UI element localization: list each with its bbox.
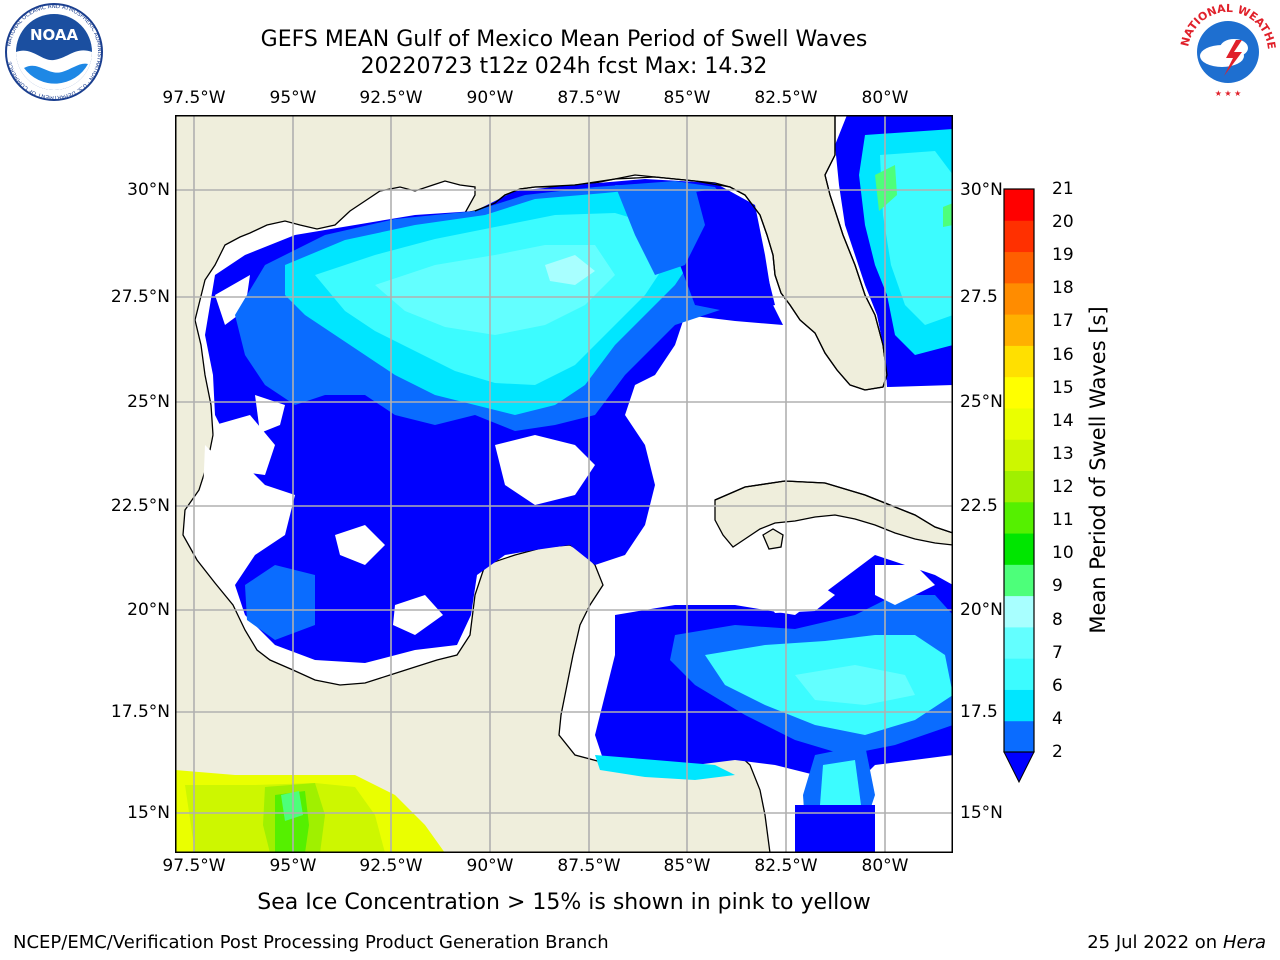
lat-label-left: 15°N	[127, 803, 170, 823]
swell-field	[175, 115, 953, 853]
colorbar-tick-label: 12	[1052, 477, 1074, 498]
lat-label-right: 17.5	[960, 702, 998, 722]
svg-text:★ ★ ★: ★ ★ ★	[1215, 89, 1242, 98]
noaa-logo: NATIONAL OCEANIC AND ATMOSPHERIC ADMINIS…	[2, 2, 106, 106]
lon-label-bottom: 85°W	[663, 856, 711, 876]
grid	[175, 115, 953, 853]
lat-label-left: 25°N	[127, 392, 170, 412]
colorbar-tick-label: 21	[1052, 179, 1074, 199]
nws-logo: NATIONAL WEATHER SERVICE ★ ★ ★	[1172, 0, 1280, 104]
lon-label-bottom: 92.5°W	[359, 856, 423, 876]
colorbar-tick-label: 11	[1052, 510, 1074, 531]
colorbar-tick-label: 15	[1052, 377, 1074, 398]
colorbar-tick-label: 19	[1052, 245, 1074, 266]
land-isla-juventud	[762, 528, 784, 550]
lon-label-top: 97.5°W	[162, 88, 226, 108]
colorbar-swatch	[1004, 533, 1034, 565]
colorbar-extend-triangle	[1003, 751, 1035, 784]
lon-label-top: 95°W	[269, 88, 317, 108]
lat-label-left: 20°N	[127, 600, 170, 620]
colorbar-tick-label: 17	[1052, 311, 1074, 332]
footer-date-text: 25 Jul 2022 on	[1087, 932, 1223, 953]
lon-label-top: 85°W	[663, 88, 711, 108]
lat-label-right: 25°N	[960, 392, 1003, 412]
chart-subtitle: 20220723 t12z 024h fcst Max: 14.32	[360, 54, 768, 79]
colorbar-tick-label: 14	[1052, 410, 1074, 431]
colorbar-swatch	[1004, 564, 1034, 597]
lat-label-left: 22.5°N	[110, 496, 170, 516]
colorbar-swatch	[1004, 189, 1034, 221]
colorbar-swatch	[1004, 720, 1034, 753]
footer-credit: NCEP/EMC/Verification Post Processing Pr…	[13, 932, 609, 953]
colorbar-label: Mean Period of Swell Waves [s]	[1086, 306, 1110, 634]
lat-label-left: 27.5°N	[110, 287, 170, 307]
lon-label-top: 82.5°W	[754, 88, 818, 108]
colorbar-tick-label: 13	[1052, 443, 1074, 464]
colorbar-tick-label: 6	[1052, 675, 1063, 696]
lat-label-left: 17.5°N	[110, 702, 170, 722]
colorbar-swatch	[1004, 251, 1034, 284]
colorbar-swatch	[1004, 407, 1034, 440]
colorbar-tick-label: 10	[1052, 543, 1074, 564]
colorbar-tick-label: 7	[1052, 642, 1063, 663]
gulf-of-mexico-map	[175, 115, 953, 853]
lat-label-right: 22.5	[960, 496, 998, 516]
lon-label-bottom: 82.5°W	[754, 856, 818, 876]
colorbar-tick-label: 4	[1052, 708, 1063, 729]
colorbar-swatch	[1004, 376, 1034, 409]
colorbar-tick-label: 2	[1052, 742, 1063, 762]
colorbar-swatch	[1004, 689, 1034, 722]
colorbar-swatch	[1004, 439, 1034, 471]
lon-label-top: 92.5°W	[359, 88, 423, 108]
lon-label-bottom: 80°W	[861, 856, 909, 876]
colorbar-tick-label: 18	[1052, 278, 1074, 299]
lon-label-bottom: 87.5°W	[557, 856, 621, 876]
sea-ice-note: Sea Ice Concentration > 15% is shown in …	[257, 890, 871, 915]
colorbar-tick-label: 9	[1052, 576, 1063, 597]
colorbar-swatch	[1004, 314, 1034, 346]
colorbar-tick-label: 20	[1052, 212, 1074, 233]
footer-date: 25 Jul 2022 on Hera	[1087, 932, 1266, 953]
lon-label-bottom: 97.5°W	[162, 856, 226, 876]
footer-host: Hera	[1222, 932, 1266, 953]
lat-label-right: 27.5	[960, 287, 998, 307]
colorbar-swatch	[1004, 220, 1034, 253]
colorbar-swatch	[1004, 658, 1034, 690]
colorbar-swatch	[1004, 626, 1034, 659]
colorbar	[1003, 188, 1035, 784]
svg-text:NOAA: NOAA	[30, 26, 79, 44]
lon-label-top: 80°W	[861, 88, 909, 108]
colorbar-swatch	[1004, 501, 1034, 534]
lat-label-left: 30°N	[127, 180, 170, 200]
lon-label-bottom: 95°W	[269, 856, 317, 876]
colorbar-tick-label: 16	[1052, 344, 1074, 365]
lat-label-right: 15°N	[960, 803, 1003, 823]
colorbar-tick-label: 8	[1052, 609, 1063, 630]
lat-label-right: 30°N	[960, 180, 1003, 200]
lon-label-top: 87.5°W	[557, 88, 621, 108]
lat-label-right: 20°N	[960, 600, 1003, 620]
colorbar-swatch	[1004, 345, 1034, 378]
colorbar-swatch	[1004, 595, 1034, 628]
colorbar-swatch	[1004, 470, 1034, 503]
lon-label-top: 90°W	[466, 88, 514, 108]
colorbar-swatch	[1004, 282, 1034, 315]
chart-title: GEFS MEAN Gulf of Mexico Mean Period of …	[260, 27, 868, 52]
lon-label-bottom: 90°W	[466, 856, 514, 876]
